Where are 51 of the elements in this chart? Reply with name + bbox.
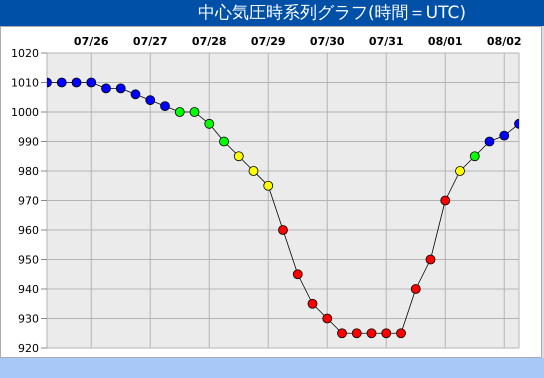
point <box>174 107 185 117</box>
point <box>56 78 67 88</box>
y-tick-label: 1000 <box>11 106 39 119</box>
point <box>160 101 170 111</box>
point <box>337 328 347 338</box>
x-tick-label: 07/27 <box>132 35 168 48</box>
point <box>499 130 510 140</box>
y-tick-label: 990 <box>18 135 39 148</box>
y-tick-label: 980 <box>18 164 39 178</box>
point <box>470 151 480 162</box>
point <box>381 328 392 338</box>
point <box>396 328 406 338</box>
point <box>248 166 258 176</box>
x-tick-label: 07/28 <box>192 35 227 48</box>
y-tick-label: 920 <box>18 342 39 355</box>
point <box>366 328 376 338</box>
point <box>86 78 96 88</box>
x-tick-label: 07/31 <box>368 35 404 48</box>
point <box>130 89 140 100</box>
point <box>292 269 303 280</box>
y-tick-label: 940 <box>18 282 39 296</box>
x-tick-label: 07/29 <box>250 35 286 48</box>
point <box>484 136 494 146</box>
x-tick-label: 08/02 <box>486 35 522 48</box>
point <box>322 314 332 324</box>
point <box>263 180 274 191</box>
point <box>101 84 111 94</box>
point <box>190 107 200 117</box>
point <box>308 298 318 309</box>
y-tick-label: 950 <box>18 253 39 266</box>
point <box>426 254 436 264</box>
chart-title: 中心気圧時系列グラフ(時間＝UTC) <box>0 0 544 26</box>
point <box>234 151 244 162</box>
point <box>204 118 214 129</box>
point <box>116 84 126 94</box>
y-tick-label: 960 <box>18 224 39 237</box>
point <box>440 196 450 206</box>
y-tick-label: 1020 <box>11 46 39 60</box>
x-tick-label: 07/30 <box>310 35 345 48</box>
point <box>352 328 362 338</box>
y-tick-label: 930 <box>18 312 39 326</box>
point <box>410 284 421 294</box>
x-tick-label: 07/26 <box>74 35 109 48</box>
y-tick-label: 970 <box>18 194 39 208</box>
x-tick-label: 08/01 <box>428 35 463 48</box>
point <box>278 225 288 235</box>
point <box>145 95 156 106</box>
point <box>455 166 465 176</box>
y-tick-label: 1010 <box>11 76 39 90</box>
point <box>219 136 229 146</box>
point <box>72 78 82 88</box>
